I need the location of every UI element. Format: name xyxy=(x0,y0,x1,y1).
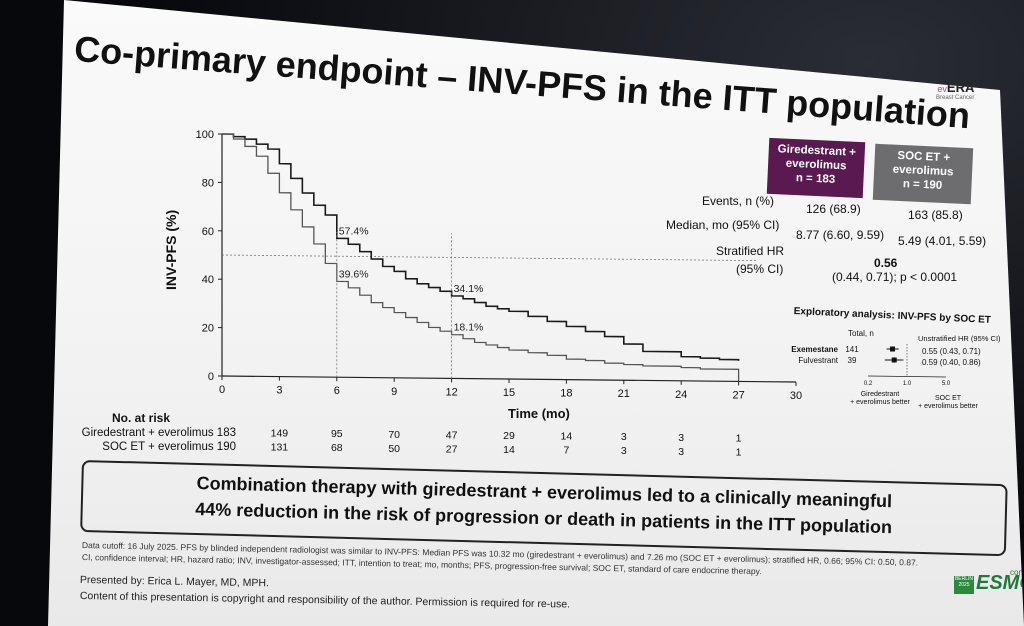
x-tick-label: 15 xyxy=(503,387,515,399)
risk-count: 1 xyxy=(736,432,742,444)
forest-point xyxy=(890,346,896,352)
x-tick-label: 24 xyxy=(675,389,687,401)
risk-count: 7 xyxy=(563,445,569,457)
x-tick-label: 30 xyxy=(790,390,802,402)
risk-count: 3 xyxy=(621,431,627,443)
hr-value: 0.56 xyxy=(874,256,898,270)
y-tick-label: 100 xyxy=(196,129,214,141)
km-axes: 0 20 40 60 80 100 0 3 6 9 12 15 18 21 24 27 30 xyxy=(196,129,802,402)
risk-count: 50 xyxy=(388,443,400,455)
median-soc: 5.49 (4.01, 5.59) xyxy=(898,234,987,248)
risk-count: 47 xyxy=(446,429,458,441)
forest-row-n: 141 xyxy=(845,345,859,354)
series-giredestrant-line xyxy=(221,133,740,361)
y-tick-label: 0 xyxy=(208,371,214,383)
risk-count: 1 xyxy=(736,446,742,458)
x-tick-label: 3 xyxy=(276,385,282,397)
risk-count: 29 xyxy=(503,430,515,442)
header-giredestrant: Giredestrant + everolimus n = 183 xyxy=(766,137,866,199)
forest-hr-header: Unstratified HR (95% CI) xyxy=(918,334,1001,343)
y-tick-label: 80 xyxy=(202,177,214,189)
hr-ci: (0.44, 0.71); p < 0.0001 xyxy=(832,270,958,284)
km-annotations: 57.4% 39.6% 34.1% 18.1% xyxy=(336,225,484,379)
forest-point xyxy=(891,357,897,363)
risk-count: 70 xyxy=(388,429,400,441)
y-tick-label: 40 xyxy=(202,274,214,286)
x-tick-label: 18 xyxy=(560,388,572,400)
risk-table: No. at risk Giredestrant + everolimus 183… xyxy=(82,411,742,458)
km-annotation: 39.6% xyxy=(339,268,369,280)
esmo-word: ESMO xyxy=(976,572,1024,594)
x-tick-label: 12 xyxy=(445,386,457,398)
risk-count: 14 xyxy=(561,431,573,443)
risk-count: 3 xyxy=(678,446,684,458)
events-soc: 163 (85.8) xyxy=(908,208,963,222)
esmo-logo: BERLIN 2025 ESMO con xyxy=(954,568,1024,596)
forest-row-label: Exemestane xyxy=(791,345,838,354)
forest-row-n: 39 xyxy=(848,356,857,365)
median-gired: 8.77 (6.60, 9.59) xyxy=(796,228,885,242)
logo-subtitle: Breast Cancer xyxy=(936,95,975,101)
forest-axis-tick: 0.2 xyxy=(864,381,873,387)
esmo-badge: BERLIN 2025 xyxy=(954,576,974,594)
risk-row-label: SOC ET + everolimus 190 xyxy=(102,441,236,453)
forest-row-hr: 0.55 (0.43, 0.71) xyxy=(922,347,981,356)
forest-axis-tick: 5.0 xyxy=(942,381,951,387)
forest-favor-left: Giredestrant + everolimus better xyxy=(850,391,910,406)
forest-axis-tick: 1.0 xyxy=(903,381,912,387)
series-soc-line xyxy=(221,133,740,382)
hr-label-2: (95% CI) xyxy=(736,262,784,276)
km-annotation: 34.1% xyxy=(454,283,484,295)
median-label: Median, mo (95% CI) xyxy=(666,218,780,232)
km-annotation: 18.1% xyxy=(454,322,484,334)
y-tick-label: 60 xyxy=(202,226,214,238)
header-gired-line3: n = 183 xyxy=(795,172,836,186)
risk-table-header: No. at risk xyxy=(112,411,170,425)
risk-count: 149 xyxy=(271,428,289,440)
forest-total-header: Total, n xyxy=(848,329,874,338)
x-tick-label: 9 xyxy=(391,386,397,398)
logo-prefix: ev xyxy=(937,84,947,94)
hr-label-1: Stratified HR xyxy=(716,244,785,258)
esmo-suffix: con xyxy=(1010,568,1023,577)
forest-favor-right: SOC ET + everolimus better xyxy=(918,395,978,410)
risk-count: 95 xyxy=(331,428,343,440)
x-tick-label: 21 xyxy=(618,388,630,400)
forest-row-hr: 0.59 (0.40, 0.86) xyxy=(922,358,981,367)
median-reference-line xyxy=(221,254,758,262)
risk-count: 131 xyxy=(271,442,289,454)
risk-count: 14 xyxy=(503,444,515,456)
y-tick-label: 20 xyxy=(202,323,214,335)
events-label: Events, n (%) xyxy=(702,194,775,208)
forest-row-label: Fulvestrant xyxy=(798,356,838,365)
x-tick-label: 0 xyxy=(219,384,225,396)
risk-count: 3 xyxy=(621,445,627,457)
km-series xyxy=(221,133,740,382)
x-axis-label: Time (mo) xyxy=(508,406,570,421)
events-gired: 126 (68.9) xyxy=(806,202,861,216)
risk-count: 27 xyxy=(446,443,458,455)
risk-count: 3 xyxy=(678,432,684,444)
risk-row-label: Giredestrant + everolimus 183 xyxy=(82,427,236,439)
forest-plot: Total, n Unstratified HR (95% CI) Exemesta… xyxy=(791,329,1001,410)
y-axis-label: INV-PFS (%) xyxy=(163,210,179,290)
x-tick-label: 6 xyxy=(334,385,340,397)
risk-count: 68 xyxy=(331,442,343,454)
km-annotation: 57.4% xyxy=(339,225,369,237)
forest-axis xyxy=(867,375,947,378)
x-tick-label: 27 xyxy=(732,389,744,401)
header-soc: SOC ET + everolimus n = 190 xyxy=(872,143,974,205)
